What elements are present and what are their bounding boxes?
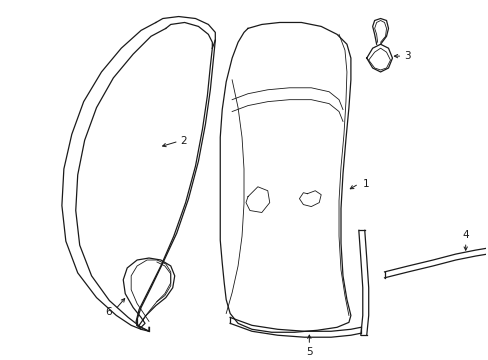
- Text: 2: 2: [180, 136, 187, 146]
- Text: 4: 4: [462, 230, 468, 240]
- Text: 3: 3: [404, 51, 410, 61]
- Text: 6: 6: [104, 307, 111, 318]
- Polygon shape: [366, 44, 392, 72]
- Text: 1: 1: [362, 179, 368, 189]
- Text: 5: 5: [305, 347, 312, 357]
